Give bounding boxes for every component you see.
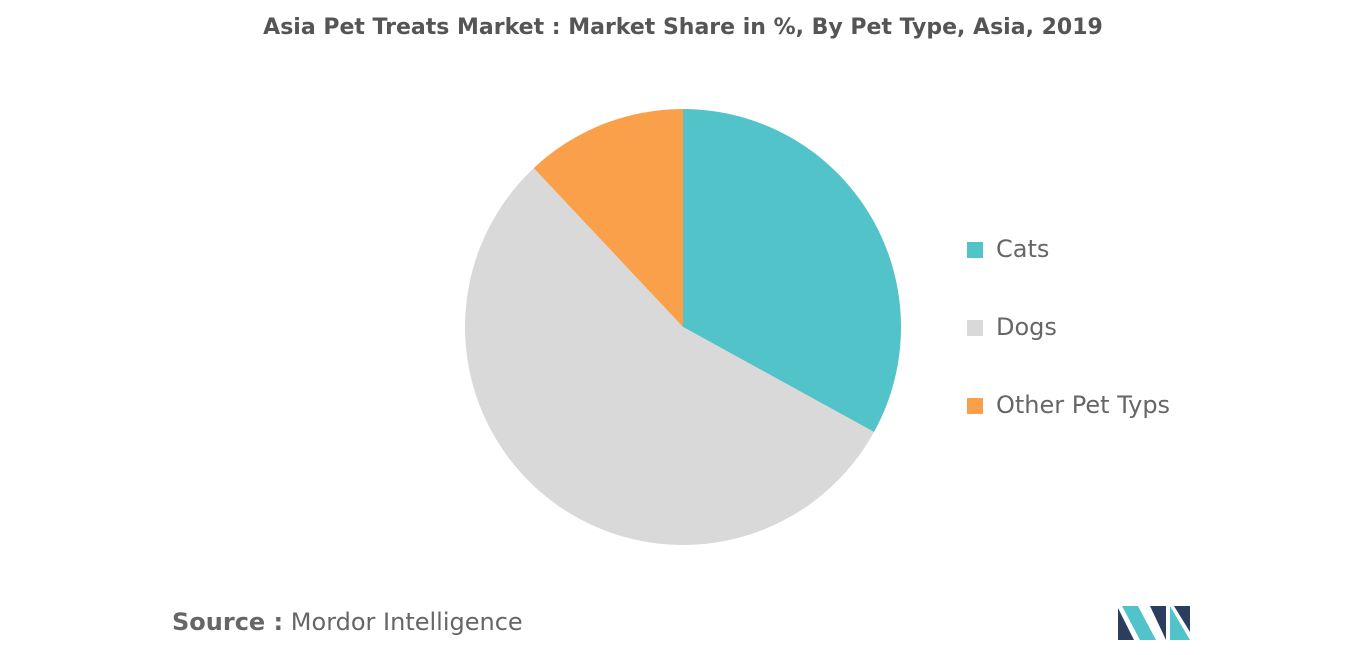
legend-label: Other Pet Typs [996, 391, 1170, 419]
legend-swatch [967, 398, 983, 414]
source-label: Source : [172, 608, 283, 636]
logo [1118, 606, 1190, 640]
legend-label: Cats [996, 235, 1049, 263]
source: Source : Mordor Intelligence [172, 608, 523, 636]
legend-swatch [967, 242, 983, 258]
chart-title: Asia Pet Treats Market : Market Share in… [263, 15, 1103, 40]
legend-swatch [967, 320, 983, 336]
pie-slice [464, 168, 875, 546]
pie-slice [683, 109, 901, 433]
pie-slice [533, 109, 683, 327]
source-text: Mordor Intelligence [291, 608, 523, 636]
legend-label: Dogs [996, 313, 1057, 341]
